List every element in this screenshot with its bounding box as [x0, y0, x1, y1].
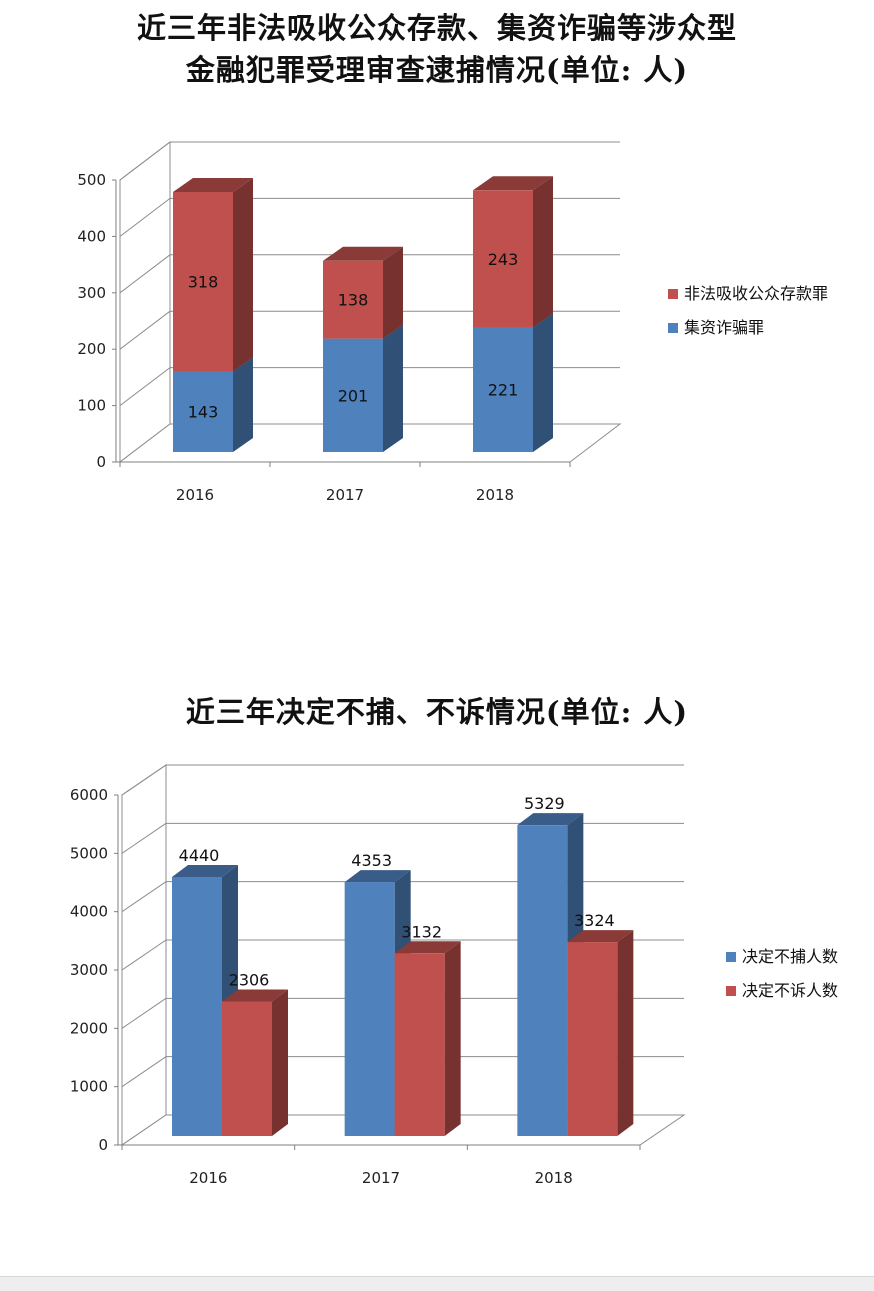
bar-front	[473, 190, 533, 328]
bar-front	[473, 327, 533, 452]
gridline-side	[121, 764, 167, 796]
legend-entry: 决定不捕人数	[742, 947, 838, 966]
y-tick-label: 2000	[70, 1019, 108, 1037]
y-tick-label: 0	[98, 1136, 108, 1154]
bar-top	[323, 246, 403, 261]
bar-side	[617, 930, 634, 1136]
gridline-side	[121, 881, 167, 913]
x-tick-label: 2016	[176, 486, 214, 504]
bar-2017-series-1	[394, 941, 461, 1136]
bar-side	[533, 313, 553, 452]
y-tick-label: 4000	[70, 903, 108, 921]
bar-2016-series-1	[173, 177, 253, 372]
bar-front	[567, 942, 618, 1136]
x-tick-label: 2017	[326, 486, 364, 504]
side-wall	[119, 140, 171, 464]
y-tick-label: 500	[77, 171, 106, 189]
bar-top	[394, 941, 461, 954]
x-tick-label: 2018	[535, 1169, 573, 1187]
bar-side	[272, 989, 288, 1136]
data-label: 318	[188, 273, 219, 292]
gridline-side	[119, 254, 171, 294]
bar-side	[383, 246, 403, 339]
bar-front	[517, 825, 568, 1136]
gridline-side	[121, 1056, 167, 1088]
bar-front	[323, 260, 383, 339]
x-tick-label: 2017	[362, 1169, 400, 1187]
legend-swatch	[668, 289, 678, 299]
y-tick-label: 5000	[70, 844, 108, 862]
y-tick-label: 400	[77, 227, 106, 245]
legend-entry: 集资诈骗罪	[684, 318, 764, 337]
bar-top	[567, 930, 634, 943]
bar-front	[172, 877, 222, 1136]
data-label: 3324	[574, 911, 615, 930]
gridline-side	[119, 310, 171, 350]
gridline-side	[119, 141, 171, 181]
bar-front	[173, 191, 233, 372]
gridline-side	[119, 198, 171, 237]
bar-front	[323, 338, 383, 452]
chart1-title-line1: 近三年非法吸收公众存款、集资诈骗等涉众型	[136, 11, 737, 45]
bar-front	[394, 953, 445, 1136]
chart2-clustered-bar-chart: 0 1000 2000 3000 4000 5000 6000 2016 2017 2018 444…	[70, 764, 838, 1187]
y-tick-label: 100	[77, 397, 106, 415]
bar-front	[344, 882, 395, 1136]
data-label: 4353	[351, 851, 392, 870]
bar-top	[172, 865, 238, 877]
chart1-stacked-bar-chart: 0 100 200 300 400 500 2016 2017 2018 143 318 201 138…	[77, 140, 828, 504]
bar-front	[222, 1001, 272, 1136]
bar-side	[233, 357, 253, 452]
bar-side	[383, 324, 403, 452]
bar-top	[344, 870, 411, 883]
y-tick-label: 300	[77, 284, 106, 302]
data-label: 201	[338, 386, 369, 405]
gridline-side	[121, 939, 167, 971]
chart2-title: 近三年决定不捕、不诉情况(单位: 人)	[185, 695, 689, 729]
data-label: 138	[338, 291, 369, 310]
bar-front	[173, 371, 233, 452]
bar-side	[444, 941, 461, 1136]
data-label: 221	[488, 381, 519, 400]
bar-top	[473, 176, 553, 191]
x-tick-label: 2016	[189, 1169, 227, 1187]
data-label: 143	[188, 403, 219, 422]
y-tick-label: 1000	[70, 1078, 108, 1096]
bar-top	[173, 177, 253, 192]
bar-2016-series-1	[222, 989, 288, 1136]
gridline-side	[119, 367, 171, 406]
legend-swatch	[668, 323, 678, 333]
y-tick-label: 0	[96, 453, 106, 471]
legend-entry: 决定不诉人数	[742, 981, 838, 1000]
data-label: 2306	[229, 970, 270, 989]
data-label: 4440	[179, 846, 220, 865]
data-label: 3132	[401, 922, 442, 941]
y-tick-label: 3000	[70, 961, 108, 979]
bar-2018-series-1	[473, 176, 553, 328]
data-label: 5329	[524, 794, 565, 813]
bar-side	[233, 177, 253, 372]
legend-entry: 非法吸收公众存款罪	[684, 284, 828, 303]
bar-2018-series-1	[567, 930, 634, 1136]
gridline-side	[121, 822, 167, 854]
bar-side	[533, 176, 553, 328]
bar-top	[222, 989, 288, 1002]
chart1-title-line2: 金融犯罪受理审查逮捕情况(单位: 人)	[185, 53, 689, 87]
y-tick-label: 6000	[70, 786, 108, 804]
legend-swatch	[726, 986, 736, 996]
legend-swatch	[726, 952, 736, 962]
data-label: 243	[488, 250, 519, 269]
bar-2017-series-1	[323, 246, 403, 339]
bar-top	[517, 813, 584, 826]
x-tick-label: 2018	[476, 486, 514, 504]
bar-2017-series-0	[323, 324, 403, 452]
gridline-side	[121, 997, 167, 1029]
bottom-scroll-strip	[0, 1276, 874, 1291]
y-tick-label: 200	[77, 340, 106, 358]
bar-2018-series-0	[517, 813, 584, 1136]
